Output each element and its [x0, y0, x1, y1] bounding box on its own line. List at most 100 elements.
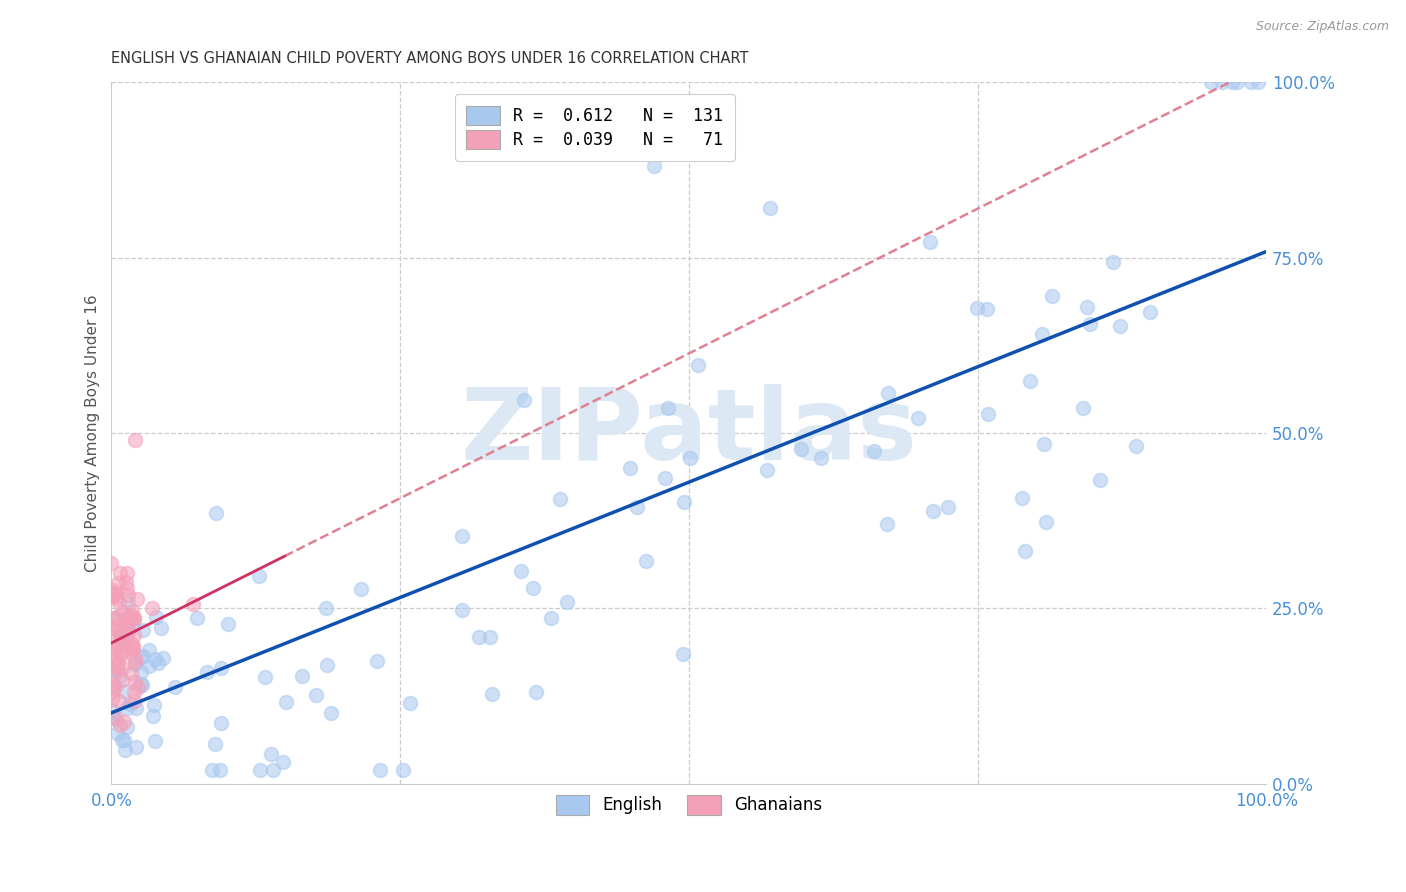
Point: [1040, 289, 1063, 303]
Point: [112, 606, 135, 620]
Point: [921, 504, 943, 518]
Point: [108, 694, 131, 708]
Point: [107, 596, 129, 610]
Point: [108, 718, 131, 732]
Point: [143, 651, 166, 665]
Point: [141, 708, 163, 723]
Point: [540, 611, 562, 625]
Point: [1078, 317, 1101, 331]
Point: [350, 582, 373, 596]
Point: [118, 610, 141, 624]
Point: [103, 684, 125, 698]
Point: [217, 616, 239, 631]
Point: [1018, 374, 1040, 388]
Point: [1031, 326, 1053, 341]
Point: [152, 651, 174, 665]
Point: [124, 655, 146, 669]
Point: [129, 650, 152, 665]
Point: [105, 711, 128, 725]
Point: [105, 726, 128, 740]
Point: [115, 700, 138, 714]
Point: [1101, 255, 1123, 269]
Point: [114, 575, 136, 590]
Point: [107, 637, 129, 651]
Point: [132, 623, 155, 637]
Point: [120, 665, 142, 680]
Y-axis label: Child Poverty Among Boys Under 16: Child Poverty Among Boys Under 16: [86, 294, 100, 572]
Point: [678, 451, 700, 466]
Point: [555, 595, 578, 609]
Text: ENGLISH VS GHANAIAN CHILD POVERTY AMONG BOYS UNDER 16 CORRELATION CHART: ENGLISH VS GHANAIAN CHILD POVERTY AMONG …: [111, 51, 749, 66]
Point: [105, 591, 128, 605]
Point: [262, 763, 284, 777]
Point: [122, 685, 145, 699]
Point: [101, 692, 124, 706]
Point: [115, 566, 138, 581]
Point: [1014, 544, 1036, 558]
Point: [103, 621, 125, 635]
Point: [103, 660, 125, 674]
Point: [105, 663, 128, 677]
Point: [110, 646, 132, 660]
Point: [120, 607, 142, 622]
Point: [550, 492, 572, 507]
Text: Source: ZipAtlas.com: Source: ZipAtlas.com: [1256, 20, 1389, 33]
Point: [862, 443, 884, 458]
Point: [1035, 516, 1057, 530]
Point: [197, 665, 219, 679]
Point: [249, 763, 271, 777]
Point: [1125, 439, 1147, 453]
Point: [112, 714, 135, 729]
Point: [790, 442, 813, 456]
Point: [304, 688, 326, 702]
Point: [124, 657, 146, 671]
Point: [200, 763, 222, 777]
Point: [129, 665, 152, 679]
Point: [110, 645, 132, 659]
Point: [254, 670, 277, 684]
Point: [122, 609, 145, 624]
Point: [1011, 491, 1033, 506]
Point: [1240, 75, 1263, 89]
Point: [205, 507, 228, 521]
Point: [111, 624, 134, 638]
Point: [509, 564, 531, 578]
Point: [1076, 300, 1098, 314]
Point: [1220, 75, 1243, 89]
Point: [672, 647, 695, 661]
Point: [163, 680, 186, 694]
Point: [108, 626, 131, 640]
Point: [138, 643, 160, 657]
Point: [204, 737, 226, 751]
Legend: English, Ghanaians: English, Ghanaians: [546, 785, 832, 824]
Point: [526, 685, 548, 699]
Point: [209, 763, 232, 777]
Point: [110, 632, 132, 647]
Point: [125, 739, 148, 754]
Point: [125, 592, 148, 607]
Point: [115, 581, 138, 595]
Point: [1139, 305, 1161, 319]
Point: [1088, 473, 1111, 487]
Point: [117, 626, 139, 640]
Point: [103, 711, 125, 725]
Point: [111, 733, 134, 747]
Point: [688, 359, 710, 373]
Point: [115, 612, 138, 626]
Point: [117, 622, 139, 636]
Point: [118, 697, 141, 711]
Point: [209, 716, 232, 731]
Point: [101, 589, 124, 603]
Point: [111, 661, 134, 675]
Point: [481, 687, 503, 701]
Point: [522, 581, 544, 595]
Point: [111, 673, 134, 688]
Point: [103, 611, 125, 625]
Point: [124, 701, 146, 715]
Point: [758, 202, 780, 216]
Point: [122, 694, 145, 708]
Point: [936, 500, 959, 514]
Point: [103, 641, 125, 656]
Point: [398, 696, 420, 710]
Point: [117, 596, 139, 610]
